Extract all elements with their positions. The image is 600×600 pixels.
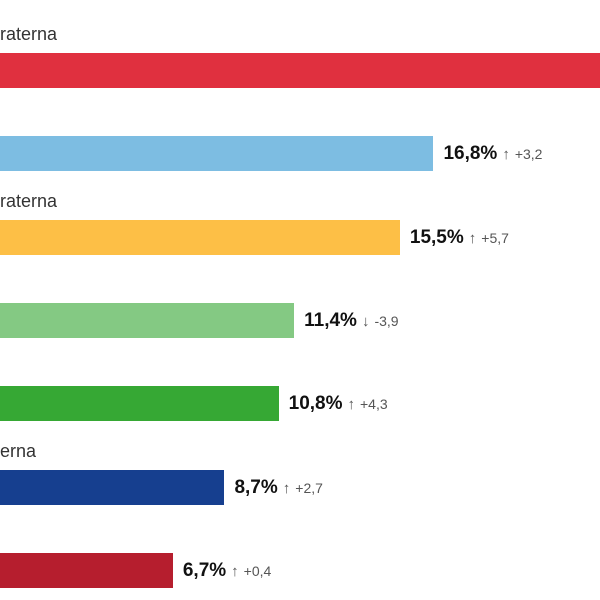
value-label: 16,8% ↑ +3,2 [443, 141, 542, 167]
percentage-text: 16,8% [443, 143, 498, 165]
change-text: +2,7 [295, 479, 323, 496]
bar [0, 386, 279, 422]
bar-row: 6,7% ↑ +0,4 [0, 500, 600, 588]
percentage-text: 6,7% [182, 559, 227, 581]
arrow-up-icon: ↑ [347, 396, 356, 414]
value-label: 6,7% ↑ +0,4 [183, 558, 271, 584]
arrow-up-icon: ↑ [231, 562, 239, 580]
value-label: 8,7% ↑ +2,7 [234, 475, 322, 501]
bar [0, 469, 225, 505]
party-label: raterna [0, 190, 58, 211]
bar-row: 11,4% ↓ -3,9 [0, 250, 600, 338]
party-label: erna [0, 440, 37, 461]
bar [0, 552, 173, 588]
arrow-down-icon: ↓ [361, 312, 370, 330]
bar [0, 302, 295, 338]
bar [0, 219, 400, 255]
arrow-up-icon: ↑ [502, 146, 510, 164]
bar [0, 136, 434, 172]
value-label: 15,5% ↑ +5,7 [410, 225, 509, 251]
bar [0, 53, 600, 88]
bar-row: erna 8,7% ↑ +2,7 [0, 417, 600, 505]
percentage-text: 8,7% [234, 476, 278, 498]
change-text: +3,2 [514, 146, 543, 163]
bar-row: 10,8% ↑ +4,3 [0, 333, 600, 422]
bar-row: raterna 15,5% ↑ +5,7 [0, 167, 600, 255]
change-text: +4,3 [360, 396, 388, 413]
percentage-text: 15,5% [409, 226, 464, 248]
arrow-up-icon: ↑ [468, 229, 477, 247]
value-label: 10,8% ↑ +4,3 [289, 391, 388, 417]
bar-row: 16,8% ↑ +3,2 [0, 83, 600, 172]
percentage-text: 10,8% [288, 393, 343, 415]
arrow-up-icon: ↑ [282, 479, 291, 497]
bar-row: raterna [0, 0, 600, 88]
change-text: +5,7 [481, 229, 509, 246]
party-label: raterna [0, 24, 58, 44]
percentage-text: 11,4% [304, 309, 357, 331]
value-label: 11,4% ↓ -3,9 [304, 308, 398, 334]
change-text: +0,4 [243, 562, 272, 579]
change-text: -3,9 [374, 312, 399, 329]
